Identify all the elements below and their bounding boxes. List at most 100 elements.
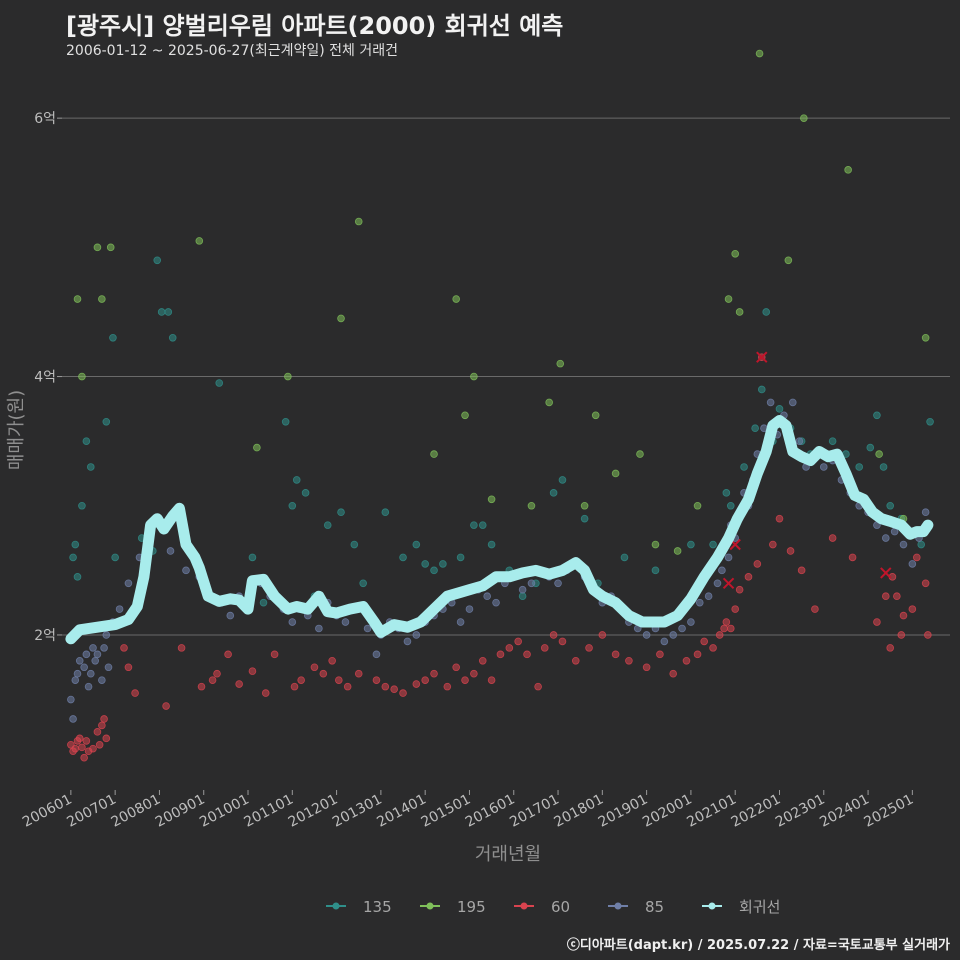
- point-60: [75, 734, 84, 743]
- point-85: [75, 656, 84, 665]
- point-135: [71, 540, 80, 549]
- point-60: [797, 566, 806, 575]
- point-135: [281, 417, 290, 426]
- data-points: [67, 49, 934, 762]
- x-tick-label: 202501: [862, 791, 917, 830]
- point-135: [430, 566, 438, 575]
- point-195: [731, 250, 739, 258]
- point-60: [893, 592, 901, 600]
- point-60: [487, 676, 496, 684]
- point-85: [881, 534, 890, 542]
- legend-swatch-dot-195: [426, 902, 434, 910]
- point-195: [470, 372, 478, 381]
- legend-label-regression: 회귀선: [739, 898, 780, 916]
- point-60: [496, 650, 505, 659]
- point-60: [78, 743, 86, 752]
- point-60: [505, 644, 514, 652]
- point-135: [620, 553, 629, 562]
- point-60: [443, 682, 452, 691]
- point-60: [421, 676, 429, 684]
- point-85: [226, 611, 235, 620]
- point-85: [372, 650, 381, 659]
- point-60: [514, 637, 522, 646]
- point-60: [290, 682, 299, 691]
- point-60: [571, 656, 580, 665]
- point-195: [591, 411, 600, 420]
- point-85: [93, 650, 102, 659]
- x-tick-label: 202401: [817, 791, 872, 830]
- point-135: [518, 592, 527, 600]
- point-60: [786, 547, 795, 555]
- point-135: [439, 560, 447, 568]
- x-tick-label: 200901: [153, 791, 208, 830]
- point-135: [873, 411, 881, 420]
- chart-title: [광주시] 양벌리우림 아파트(2000) 회귀선 예측: [66, 12, 564, 40]
- point-195: [724, 295, 733, 303]
- point-135: [157, 308, 166, 316]
- regression-line: [65, 415, 934, 645]
- point-60: [82, 737, 91, 745]
- point-135: [69, 553, 77, 562]
- point-195: [651, 540, 660, 549]
- point-195: [693, 501, 702, 510]
- point-195: [800, 114, 808, 122]
- point-135: [558, 476, 567, 484]
- x-tick-label: 202301: [773, 791, 828, 830]
- point-60: [120, 644, 128, 652]
- point-195: [78, 372, 86, 381]
- point-60: [452, 663, 460, 672]
- point-60: [731, 605, 739, 613]
- point-195: [487, 495, 496, 504]
- point-85: [492, 598, 500, 607]
- point-135: [421, 560, 429, 568]
- point-135: [259, 598, 268, 607]
- point-60: [131, 689, 139, 697]
- point-60: [430, 669, 438, 678]
- point-85: [483, 592, 491, 600]
- point-135: [478, 521, 487, 529]
- point-85: [766, 398, 775, 407]
- point-85: [660, 637, 669, 646]
- point-85: [84, 682, 93, 691]
- point-85: [678, 624, 686, 633]
- point-195: [93, 243, 102, 252]
- point-195: [284, 372, 292, 381]
- y-axis-title: 매매가(원): [6, 390, 27, 470]
- point-135: [879, 463, 888, 471]
- point-195: [755, 49, 764, 58]
- point-60: [93, 728, 102, 736]
- point-60: [213, 669, 221, 678]
- point-85: [456, 618, 465, 626]
- point-60: [235, 680, 243, 688]
- point-60: [744, 573, 753, 581]
- point-85: [704, 592, 713, 600]
- point-60: [343, 682, 352, 691]
- point-60: [540, 644, 549, 652]
- point-60: [335, 676, 343, 684]
- point-85: [71, 676, 80, 684]
- point-60: [534, 682, 542, 691]
- point-60: [848, 553, 857, 562]
- highlight-x-mark: [756, 351, 768, 363]
- point-85: [527, 579, 536, 588]
- point-60: [98, 721, 106, 730]
- point-195: [253, 443, 261, 452]
- y-tick-label: 2억: [34, 628, 56, 644]
- point-60: [372, 676, 381, 684]
- point-135: [726, 501, 735, 510]
- point-85: [724, 553, 733, 562]
- point-85: [67, 695, 75, 704]
- point-135: [301, 489, 310, 497]
- x-tick-label: 200801: [109, 791, 164, 830]
- point-85: [713, 579, 722, 588]
- point-135: [73, 573, 82, 581]
- point-60: [897, 631, 906, 639]
- point-135: [78, 501, 86, 510]
- point-60: [769, 540, 777, 549]
- point-60: [921, 579, 930, 588]
- point-60: [642, 663, 651, 672]
- legend-swatch-dot-regression: [708, 902, 716, 910]
- point-60: [558, 637, 567, 646]
- point-195: [844, 166, 852, 174]
